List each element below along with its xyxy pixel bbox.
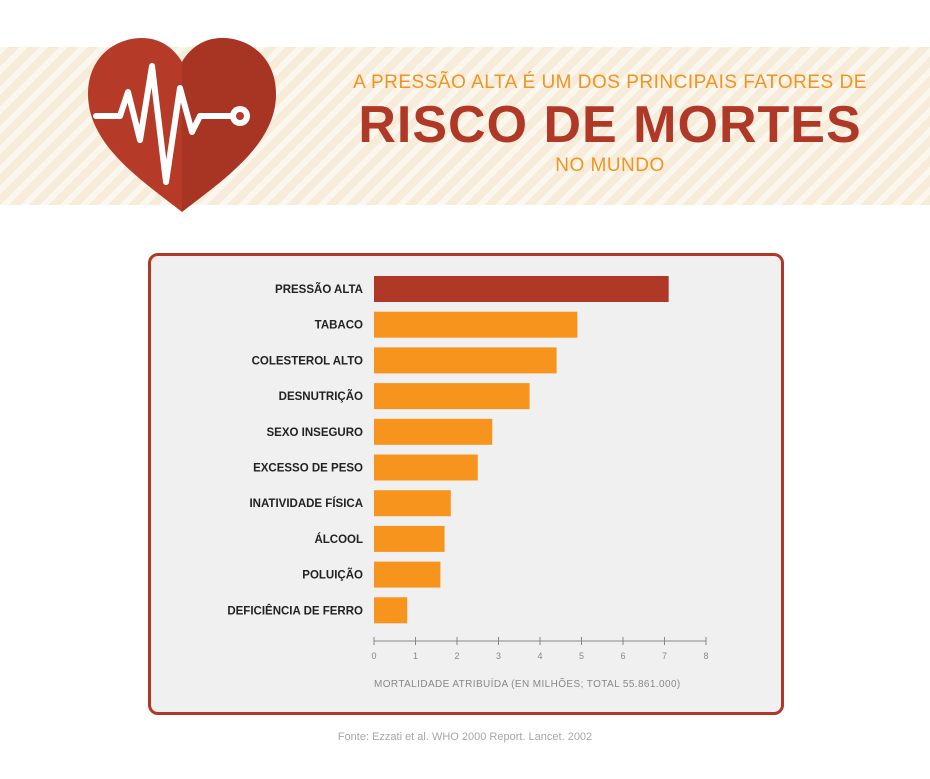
category-label: PRESSÃO ALTA [275,283,363,296]
chart-panel: PRESSÃO ALTA TABACO COLESTEROL ALTO DESNUTR… [148,253,784,715]
category-label: ÁLCOOL [314,533,363,546]
headline-bottom: NO MUNDO [555,155,665,176]
x-tick-label: 5 [579,651,584,661]
category-label: INATIVIDADE FÍSICA [249,497,363,510]
x-tick-label: 4 [537,651,542,661]
x-tick-label: 2 [454,651,459,661]
bar-chart: PRESSÃO ALTA TABACO COLESTEROL ALTO DESNUTR… [227,276,709,690]
bar [374,454,478,481]
category-label: SEXO INSEGURO [267,427,364,439]
category-label: DEFICIÊNCIA DE FERRO [227,604,363,617]
headline-top: A PRESSÃO ALTA É UM DOS PRINCIPAIS FATOR… [353,72,867,93]
x-axis-label: MORTALIDADE ATRIBUÍDA (EN MILHÕES; TOTAL… [374,677,681,690]
heart-pulse-icon [88,38,276,212]
x-tick-label: 1 [413,651,418,661]
category-label: TABACO [315,320,363,332]
bar [374,418,493,445]
x-tick-label: 8 [703,651,708,661]
bar [374,383,530,410]
headline-main: RISCO DE MORTES [358,96,862,154]
source-note: Fonte: Ezzati et al. WHO 2000 Report. La… [337,731,593,743]
category-label: DESNUTRIÇÃO [279,390,363,403]
category-label: POLUIÇÃO [302,569,363,582]
headline: A PRESSÃO ALTA É UM DOS PRINCIPAIS FATOR… [340,70,880,178]
bar [374,490,451,517]
x-tick-label: 7 [662,651,667,661]
bar [374,561,441,588]
bar [374,347,557,374]
bar [374,276,669,302]
x-tick-label: 0 [371,651,376,661]
x-tick-label: 6 [620,651,625,661]
category-label: EXCESSO DE PESO [253,463,363,475]
bar [374,311,578,338]
x-tick-label: 3 [496,651,501,661]
bar [374,597,408,624]
category-label: COLESTEROL ALTO [252,355,363,367]
bar [374,525,445,552]
